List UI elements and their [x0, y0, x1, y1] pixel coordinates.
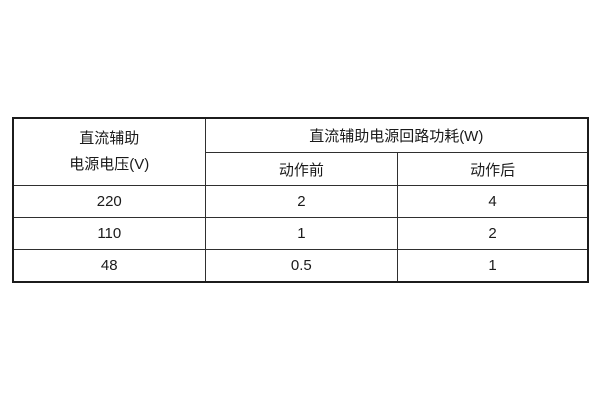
- before-value: 0.5: [204, 249, 399, 283]
- power-consumption-table: 直流辅助 电源电压(V) 直流辅助电源回路功耗(W) 动作前 动作后 220 2…: [12, 117, 589, 283]
- table-row: 220 2 4: [12, 185, 589, 218]
- after-value: 1: [397, 249, 589, 283]
- table-row: 48 0.5 1: [12, 249, 589, 283]
- voltage-value: 48: [12, 249, 206, 283]
- header-row-2: 动作前 动作后: [13, 152, 589, 186]
- voltage-header-line1: 直流辅助: [79, 130, 140, 147]
- before-value: 1: [204, 217, 399, 250]
- after-value: 2: [397, 217, 589, 250]
- consumption-group-header: 直流辅助电源回路功耗(W): [204, 117, 589, 153]
- header-row-1: 直流辅助 电源电压(V) 直流辅助电源回路功耗(W): [12, 117, 589, 186]
- table-row: 110 1 2: [12, 217, 589, 250]
- subheader-after-action: 动作后: [397, 152, 589, 186]
- after-value: 4: [397, 185, 589, 218]
- subheader-before-action: 动作前: [204, 152, 399, 186]
- voltage-header-cell: 直流辅助 电源电压(V): [12, 117, 206, 186]
- voltage-value: 110: [12, 217, 206, 250]
- voltage-value: 220: [12, 185, 206, 218]
- voltage-header-line2: 电源电压(V): [69, 156, 150, 173]
- before-value: 2: [204, 185, 399, 218]
